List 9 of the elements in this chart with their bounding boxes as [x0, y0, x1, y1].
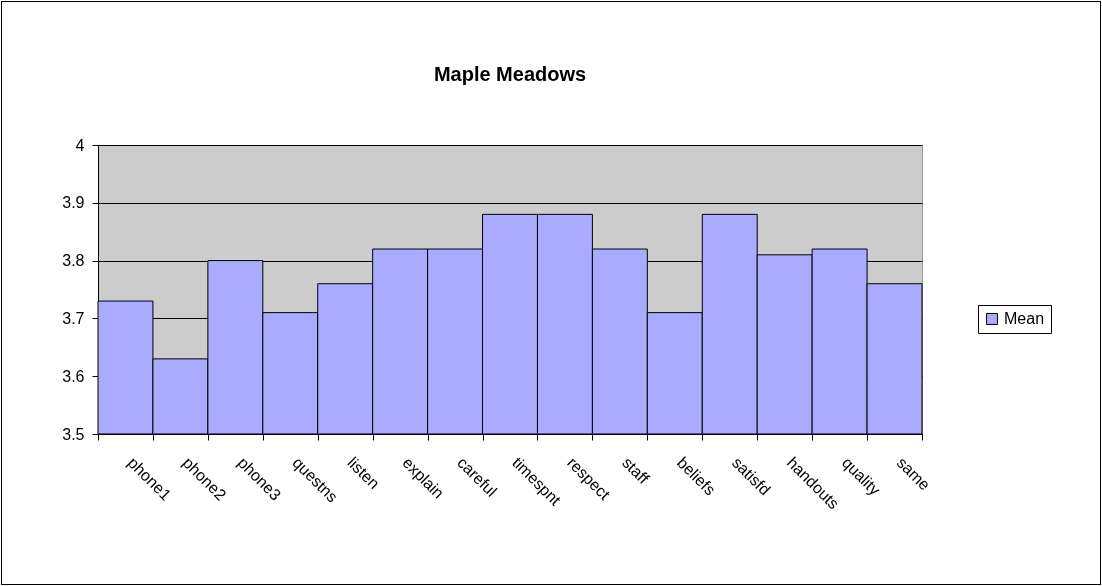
y-tick-label: 4: [75, 136, 85, 154]
y-tick-label: 3.9: [62, 194, 85, 212]
legend-label: Mean: [1004, 310, 1045, 327]
y-tick-label: 3.5: [62, 425, 85, 443]
y-tick-label: 3.7: [62, 309, 85, 327]
y-tick-label: 3.6: [62, 367, 85, 385]
y-tick-label: 3.8: [62, 252, 85, 270]
x-tick-label: staff: [619, 453, 653, 488]
chart-title: Maple Meadows: [433, 63, 587, 85]
